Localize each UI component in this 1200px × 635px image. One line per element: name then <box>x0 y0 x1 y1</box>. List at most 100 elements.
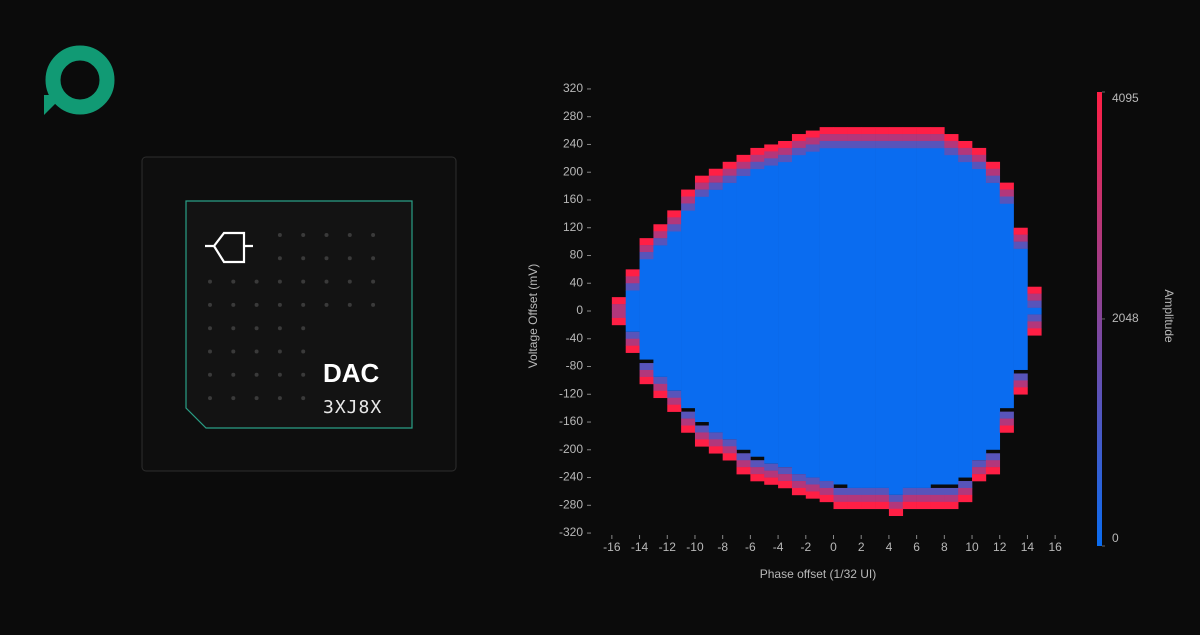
x-tick-label: -6 <box>745 540 756 554</box>
y-tick-label: 120 <box>563 220 583 234</box>
dot <box>277 326 282 331</box>
heat-cell <box>778 467 793 475</box>
y-tick-label: 0 <box>576 303 583 317</box>
heat-cell <box>1013 373 1028 381</box>
heat-cell <box>875 127 890 135</box>
heat-cell <box>722 175 737 183</box>
heat-cell <box>819 134 834 142</box>
heat-cell <box>888 134 904 142</box>
dot <box>277 233 282 237</box>
dot <box>371 233 376 237</box>
heat-cell <box>708 168 723 176</box>
y-tick-label: 280 <box>563 109 583 123</box>
heat-cell <box>916 134 931 142</box>
heat-cell <box>847 487 862 496</box>
dot <box>231 326 236 331</box>
heat-cell <box>847 127 862 135</box>
heat-cell <box>791 474 807 482</box>
heat-cell <box>888 140 904 149</box>
y-tick-label: -120 <box>559 386 583 400</box>
dot <box>254 302 259 307</box>
heat-cell <box>667 404 682 412</box>
heat-cell <box>694 432 710 440</box>
dot <box>301 349 306 354</box>
eye-interior <box>681 210 696 409</box>
eye-interior <box>667 231 682 391</box>
heat-cell <box>1013 234 1028 242</box>
y-tick-label: -200 <box>559 442 583 456</box>
heat-cell <box>916 487 931 496</box>
heat-cell <box>999 425 1014 433</box>
dot <box>231 279 236 284</box>
dac-symbol <box>205 231 253 264</box>
eye-interior <box>972 168 987 461</box>
heat-cell <box>681 411 696 419</box>
x-tick-label: -4 <box>773 540 784 554</box>
eye-interior <box>958 161 973 478</box>
colorbar-tick-label: 0 <box>1112 531 1119 545</box>
heat-cell <box>653 376 668 385</box>
heat-cell <box>958 154 973 163</box>
logo-ring <box>45 45 115 115</box>
heat-cell <box>861 501 876 510</box>
heat-cell <box>944 140 959 149</box>
heat-cell <box>888 494 904 503</box>
heat-cell <box>902 127 917 135</box>
dot <box>231 396 236 401</box>
heat-cell <box>764 158 779 166</box>
dot <box>277 349 282 354</box>
eye-interior <box>916 147 931 488</box>
heat-cell <box>902 134 917 142</box>
heat-cell <box>972 161 987 170</box>
dot <box>254 326 259 331</box>
heat-cell <box>916 501 931 510</box>
heat-cell <box>694 189 710 197</box>
heat-cell <box>888 508 904 517</box>
heat-cell <box>694 182 710 190</box>
heat-cell <box>694 425 710 433</box>
eye-interior <box>736 175 751 450</box>
heat-cell <box>625 338 640 346</box>
heat-cell <box>764 477 779 485</box>
heat-cell <box>847 501 862 510</box>
heat-cell <box>861 487 876 496</box>
eye-interior <box>833 147 848 485</box>
heat-cell <box>667 390 682 399</box>
x-tick-label: 14 <box>1021 540 1035 554</box>
y-axis-label: Voltage Offset (mV) <box>526 264 540 369</box>
heat-cell <box>708 439 723 447</box>
chip <box>185 200 413 429</box>
x-tick-label: 16 <box>1048 540 1062 554</box>
heat-cell <box>708 446 723 454</box>
dot <box>208 326 212 331</box>
dot <box>208 396 212 401</box>
dot <box>254 279 259 284</box>
heat-cell <box>861 140 876 149</box>
y-tick-label: 80 <box>570 248 584 262</box>
y-tick-label: 240 <box>563 137 583 151</box>
x-tick-label: -16 <box>603 540 621 554</box>
heat-cell <box>681 425 696 433</box>
dot <box>208 349 212 354</box>
heat-cell <box>708 175 723 183</box>
heat-cell <box>875 134 890 142</box>
heat-cell <box>778 474 793 482</box>
heat-cell <box>999 189 1014 197</box>
heat-cell <box>944 501 959 510</box>
heat-cell <box>722 446 737 454</box>
eye-interior <box>999 203 1014 409</box>
x-tick-label: 6 <box>913 540 920 554</box>
heat-cell <box>999 196 1014 204</box>
dot <box>231 302 236 307</box>
heat-cell <box>1013 380 1028 388</box>
heat-cell <box>902 140 917 149</box>
dot <box>301 372 306 377</box>
heat-cell <box>653 383 668 392</box>
dot <box>347 233 352 237</box>
dot <box>301 256 306 261</box>
heat-cell <box>985 161 1001 170</box>
heat-cell <box>1027 300 1042 308</box>
heat-cell <box>736 460 751 468</box>
heat-cell <box>653 238 668 246</box>
